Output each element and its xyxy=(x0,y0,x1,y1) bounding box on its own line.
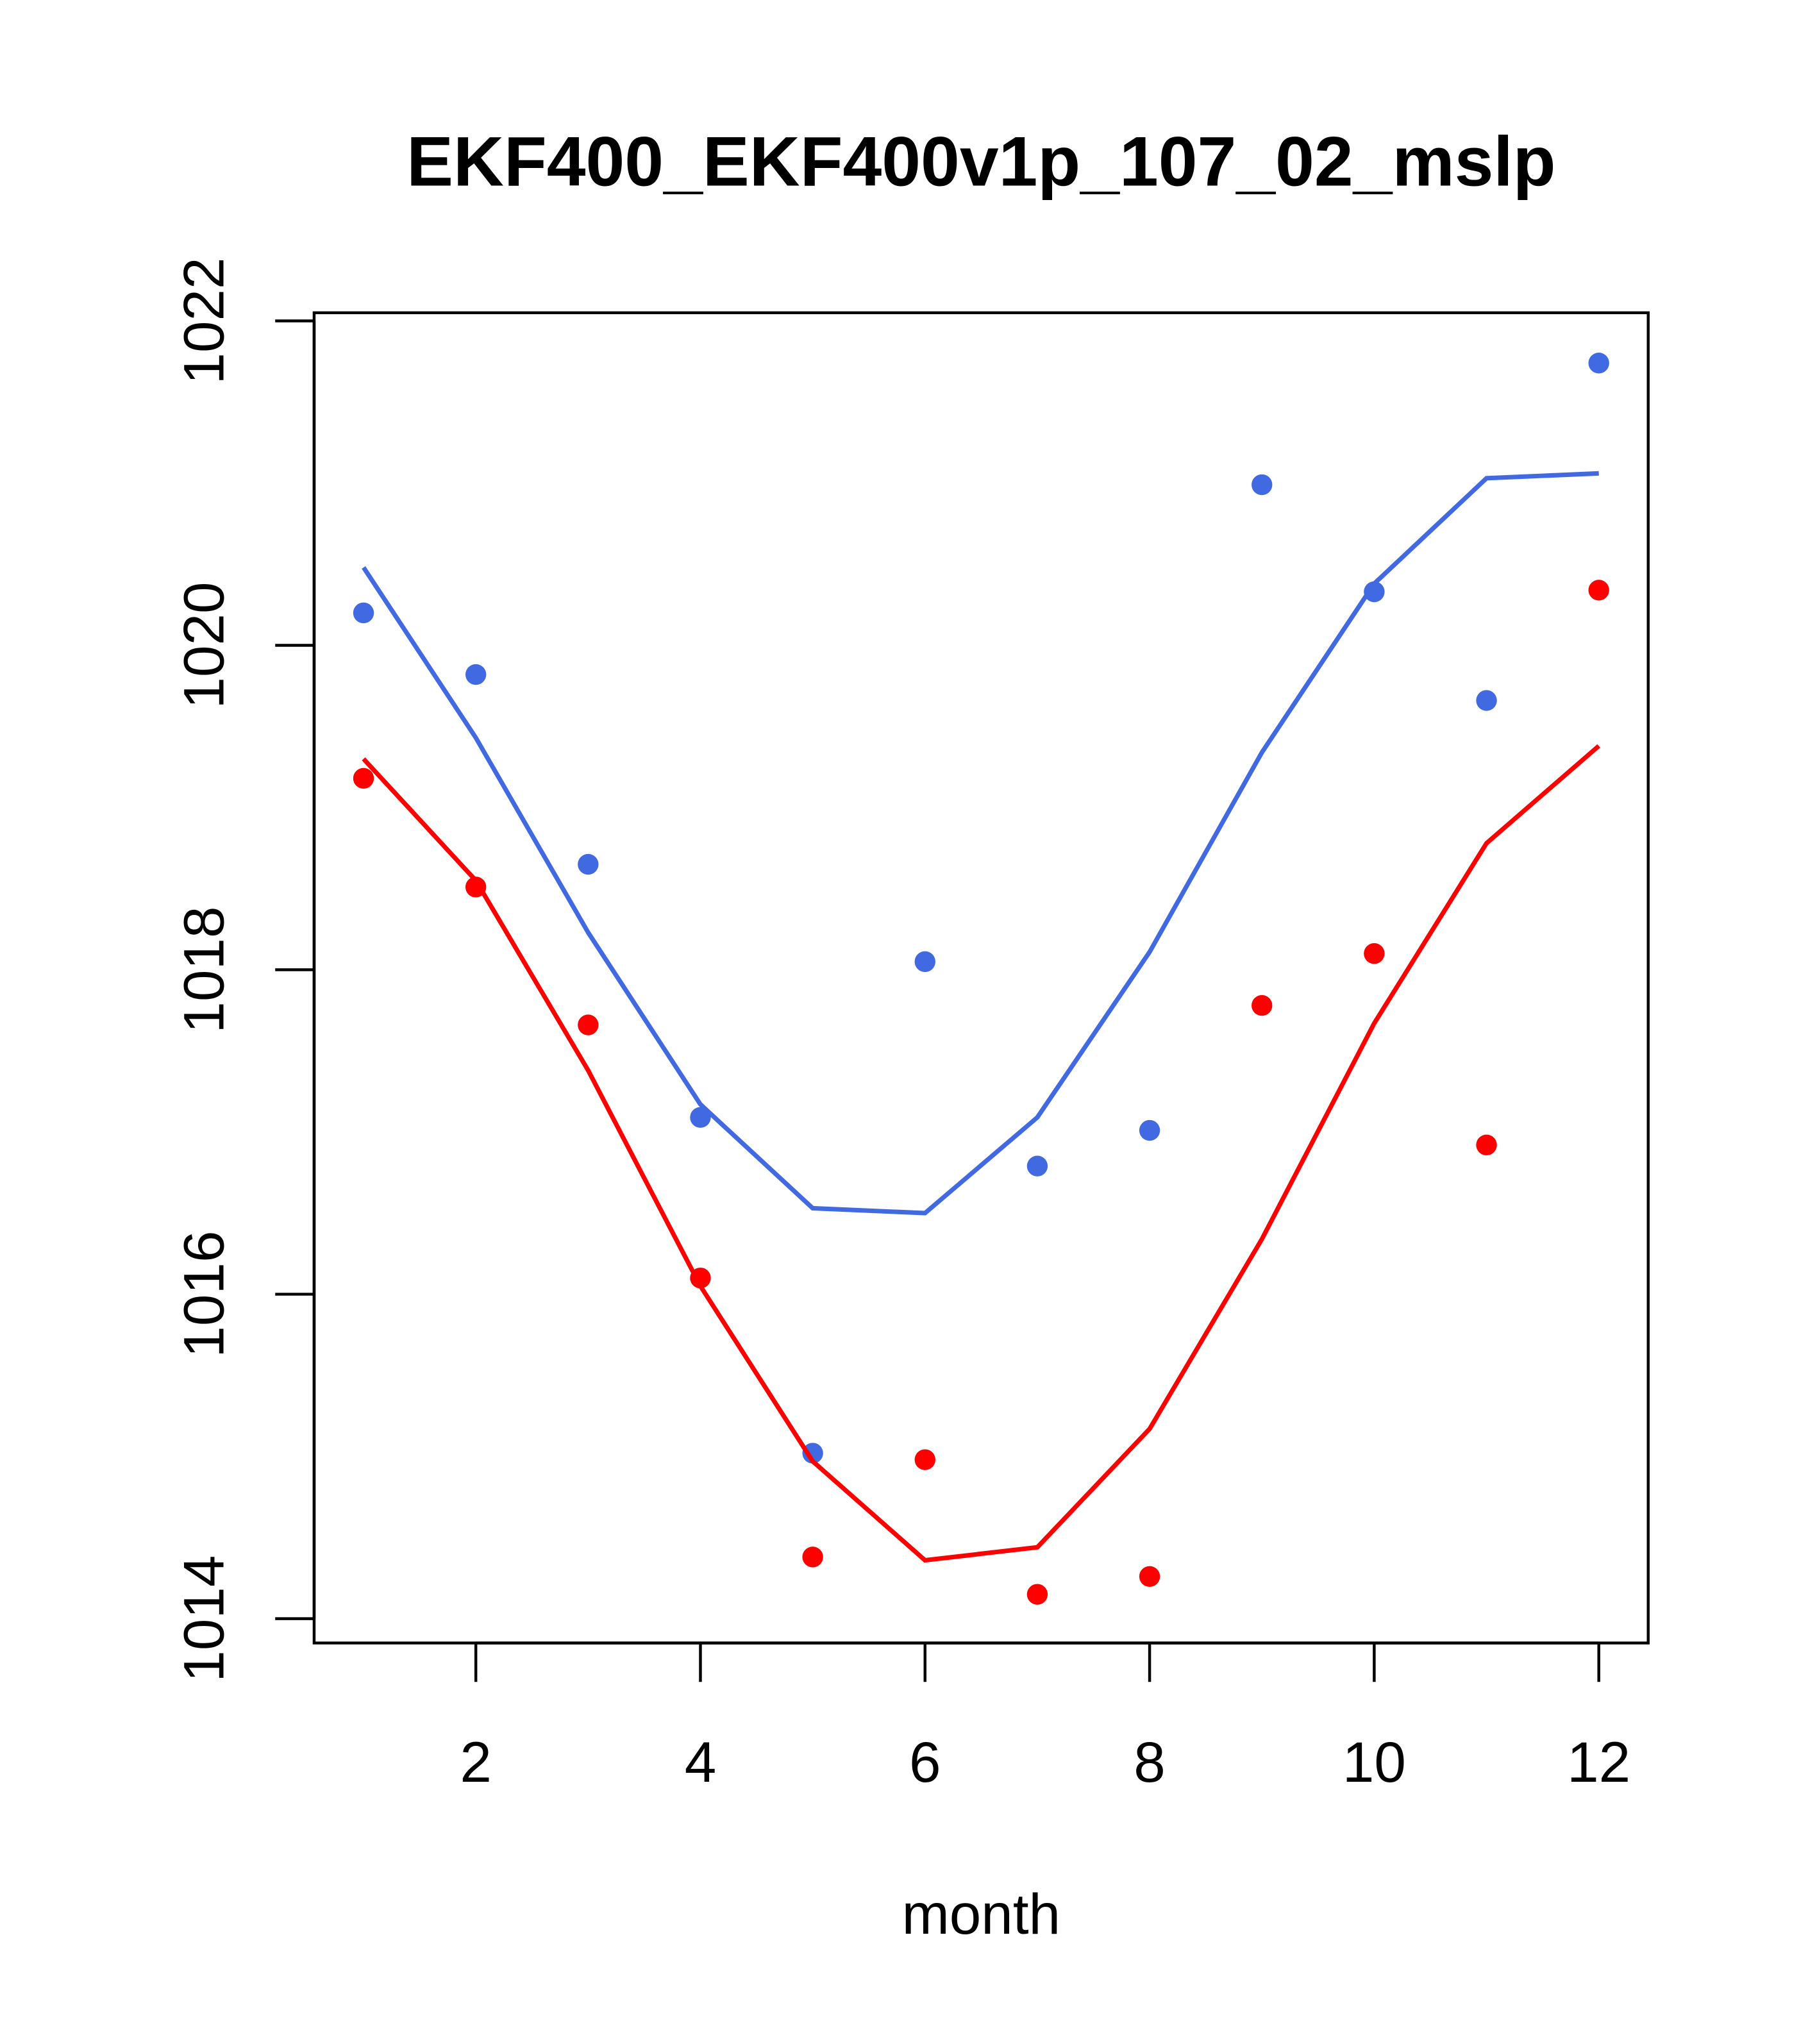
red-points-point xyxy=(1588,580,1609,601)
red-points-point xyxy=(1139,1566,1160,1587)
blue-points-point xyxy=(465,664,487,685)
red-points-point xyxy=(802,1546,823,1568)
red-points-point xyxy=(914,1449,935,1470)
y-tick-label: 1016 xyxy=(171,1231,235,1358)
red-points-point xyxy=(578,1014,599,1035)
blue-points-point xyxy=(1476,690,1497,711)
x-axis-label: month xyxy=(902,1882,1061,1946)
blue-points-point xyxy=(1588,353,1609,374)
red-points-point xyxy=(353,767,374,789)
y-tick-label: 1020 xyxy=(171,582,235,708)
chart-title: EKF400_EKF400v1p_107_02_mslp xyxy=(406,122,1555,201)
blue-line xyxy=(362,471,1599,1216)
y-tick-label: 1018 xyxy=(171,906,235,1033)
y-tick-label: 1014 xyxy=(171,1555,235,1682)
blue-points-point xyxy=(578,853,599,875)
red-points-point xyxy=(1476,1134,1497,1155)
red-points-point xyxy=(1026,1584,1048,1605)
blue-points-point xyxy=(914,951,935,973)
y-tick-label: 1022 xyxy=(171,257,235,384)
x-tick-label: 10 xyxy=(1343,1730,1406,1794)
x-tick-label: 6 xyxy=(909,1730,941,1794)
blue-points-point xyxy=(1252,474,1273,496)
x-tick-label: 4 xyxy=(685,1730,717,1794)
red-points-point xyxy=(1364,943,1385,964)
blue-points-point xyxy=(353,602,374,624)
blue-points-point xyxy=(802,1443,823,1464)
red-line xyxy=(362,744,1601,1563)
blue-points-point xyxy=(1139,1119,1160,1141)
x-tick-label: 12 xyxy=(1567,1730,1630,1794)
blue-points-point xyxy=(1026,1155,1048,1177)
red-points-point xyxy=(1252,994,1273,1016)
x-tick-label: 2 xyxy=(460,1730,492,1794)
blue-points-point xyxy=(1364,581,1385,603)
x-tick-label: 8 xyxy=(1134,1730,1166,1794)
